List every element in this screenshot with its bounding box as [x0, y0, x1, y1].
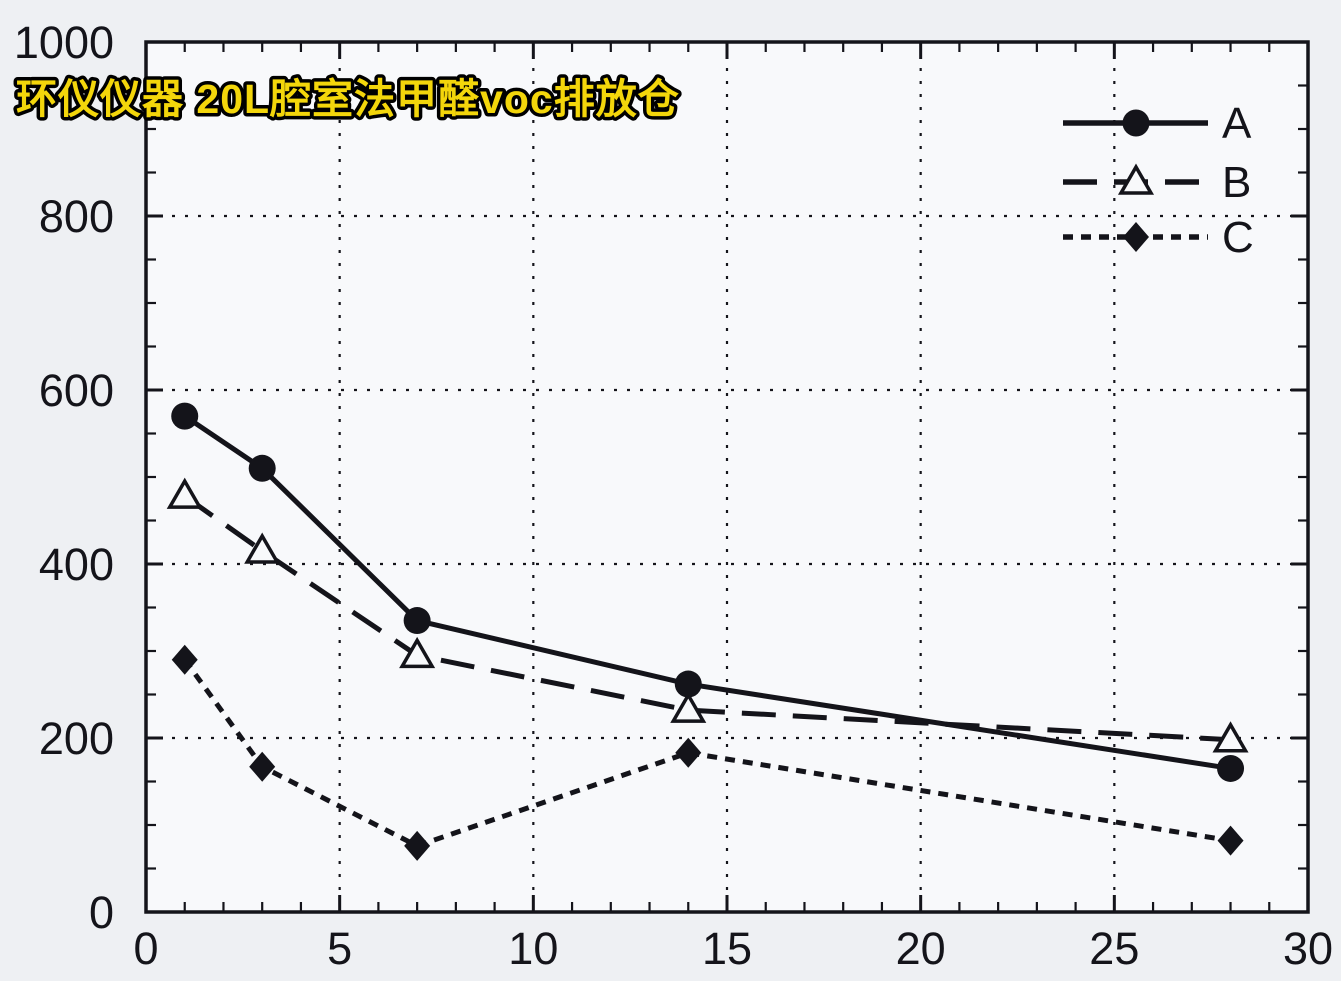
data-point-A: [674, 670, 702, 698]
data-point-A: [403, 607, 431, 635]
data-point-C: [675, 737, 702, 768]
legend-marker-A: [1122, 109, 1150, 137]
x-axis-tick-label: 25: [1089, 923, 1139, 974]
y-axis-tick-label: 600: [39, 365, 114, 416]
chart-generated-layer: 0 5 10 15 20 25 30 0 200 400 600 800 1000 ABC: [14, 17, 1333, 974]
y-axis-tick-label: 800: [39, 191, 114, 242]
legend-marker-B: [1117, 163, 1155, 195]
data-point-C: [171, 644, 198, 675]
data-point-A: [1217, 754, 1245, 782]
data-point-B: [1212, 721, 1249, 753]
data-point-B: [166, 477, 203, 509]
legend-label-B: B: [1222, 158, 1251, 207]
legend-marker-C: [1123, 222, 1149, 252]
legend-label-C: C: [1222, 213, 1254, 262]
y-axis-tick-label: 200: [39, 713, 114, 764]
data-point-B: [399, 636, 436, 669]
data-point-A: [171, 402, 199, 430]
x-axis-tick-label: 15: [702, 923, 752, 974]
x-axis-tick-label: 0: [133, 923, 158, 974]
data-point-C: [1217, 825, 1244, 856]
data-point-C: [404, 830, 431, 861]
data-point-B: [244, 532, 281, 564]
y-axis-tick-label: 1000: [14, 17, 114, 68]
y-axis-tick-label: 0: [89, 887, 114, 938]
chart-title-watermark: 环仪仪器 20L腔室法甲醛voc排放仓: [16, 76, 680, 122]
y-axis-tick-label: 400: [39, 539, 114, 590]
data-point-A: [248, 454, 276, 482]
x-axis-tick-label: 30: [1283, 923, 1333, 974]
x-axis-tick-label: 5: [327, 923, 352, 974]
legend-label-A: A: [1222, 99, 1252, 148]
data-point-C: [249, 751, 276, 782]
data-point-B: [670, 691, 707, 723]
x-axis-tick-label: 20: [896, 923, 946, 974]
x-axis-tick-label: 10: [508, 923, 558, 974]
